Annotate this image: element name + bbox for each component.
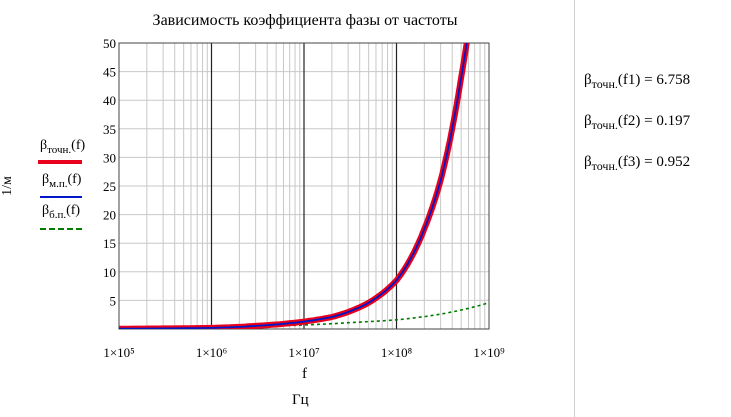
x-tick-label: 1×10⁶ (196, 345, 227, 360)
plot-frame (118, 42, 490, 330)
y-tick-label: 5 (110, 293, 117, 308)
legend-entry-bp: βб.п.(f) (42, 203, 81, 221)
y-tick-label: 35 (103, 122, 116, 137)
x-tick-label: 1×10⁹ (473, 345, 505, 360)
x-tick-label: 1×10⁸ (381, 345, 413, 360)
result-f3: βточн.(f3) = 0.952 (584, 154, 691, 173)
region-separator (574, 0, 575, 417)
y-tick-label: 30 (103, 150, 116, 165)
legend-swatch-mp (40, 196, 82, 198)
y-tick-label: 45 (103, 65, 116, 80)
result-f2: βточн.(f2) = 0.197 (584, 113, 691, 132)
legend-swatch-exact (38, 160, 82, 164)
y-tick-label: 25 (103, 179, 116, 194)
series-line-exact (119, 43, 470, 329)
x-tick-label: 1×10⁵ (103, 345, 134, 360)
y-tick-label: 20 (103, 208, 116, 223)
y-tick-label: 10 (103, 265, 116, 280)
y-axis-label: 1/м (0, 176, 15, 196)
legend-entry-mp: βм.п.(f) (42, 172, 82, 190)
legend-entry-exact: βточн.(f) (40, 138, 86, 156)
legend-swatch-bp (40, 228, 82, 230)
chart-title: Зависимость коэффициента фазы от частоты (152, 12, 458, 29)
y-tick-label: 50 (103, 36, 116, 51)
result-f1: βточн.(f1) = 6.758 (584, 72, 691, 91)
x-axis-unit: Гц (292, 392, 309, 408)
y-tick-label: 15 (103, 236, 116, 251)
x-tick-label: 1×10⁷ (288, 345, 319, 360)
y-tick-label: 40 (103, 93, 116, 108)
x-axis-label: f (302, 366, 307, 382)
series-line-mp (119, 43, 468, 329)
